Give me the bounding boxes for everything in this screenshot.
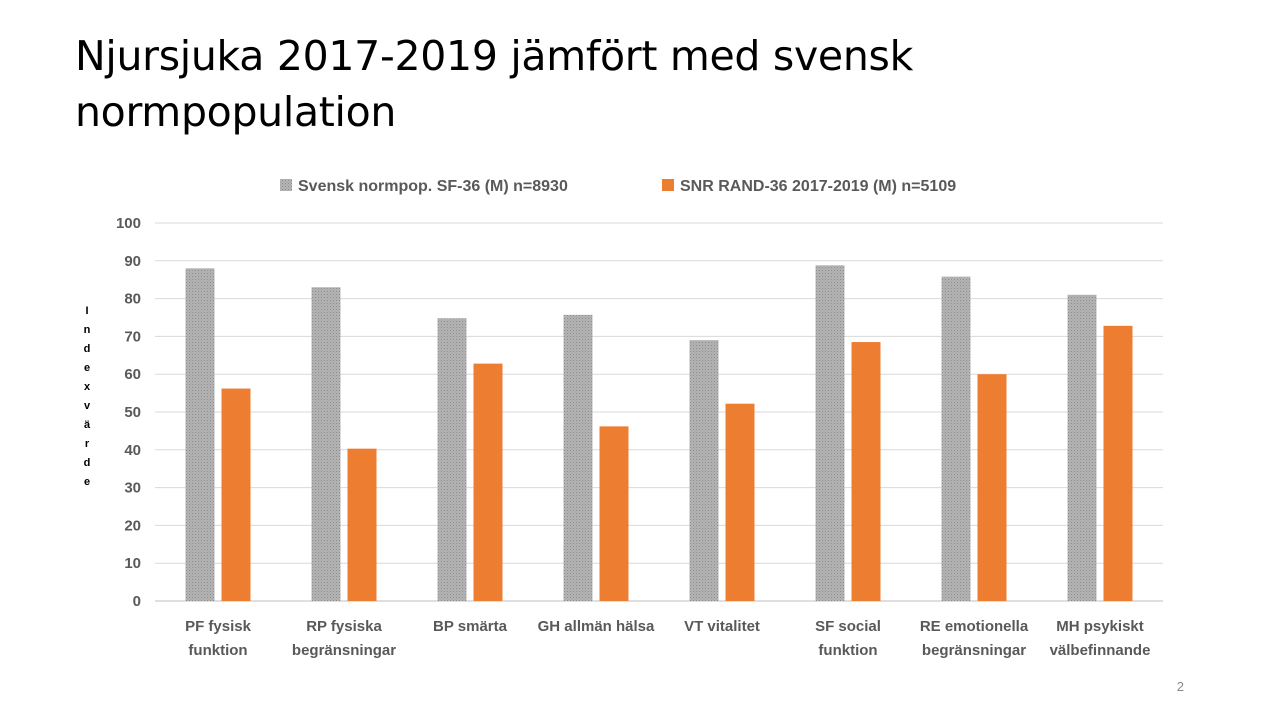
legend: Svensk normpop. SF-36 (M) n=8930 SNR RAND… — [280, 178, 956, 195]
y-tick-label: 20 — [124, 517, 141, 534]
bar-snr — [977, 374, 1007, 601]
y-axis-label-letter: e — [84, 362, 90, 374]
x-tick-label: MH psykiskt — [1056, 618, 1144, 635]
bar-snr — [347, 448, 377, 601]
bars — [185, 265, 1133, 601]
y-axis-label-letter: n — [84, 324, 91, 336]
bar-normpop — [689, 340, 719, 601]
y-tick-label: 50 — [124, 404, 141, 421]
x-tick-label: funktion — [188, 642, 247, 659]
legend-swatch — [280, 179, 292, 191]
y-tick-label: 40 — [124, 442, 141, 459]
y-axis-label-letter: d — [84, 343, 91, 355]
gridlines — [155, 222, 1163, 602]
y-tick-label: 90 — [124, 253, 141, 270]
y-tick-label: 0 — [133, 593, 141, 610]
x-tick-label: begränsningar — [292, 642, 396, 659]
y-axis-label-letter: x — [84, 381, 91, 393]
x-tick-label: PF fysisk — [185, 618, 252, 635]
y-axis-label-letter: I — [85, 305, 88, 317]
y-axis-label-letter: e — [84, 476, 90, 488]
x-tick-label: funktion — [818, 642, 877, 659]
bar-snr — [725, 403, 755, 601]
bar-normpop — [1067, 294, 1097, 601]
x-tick-label: välbefinnande — [1050, 642, 1151, 659]
y-axis-label-letter: r — [85, 438, 90, 450]
x-tick-label: begränsningar — [922, 642, 1026, 659]
bar-normpop — [941, 276, 971, 601]
y-tick-label: 60 — [124, 366, 141, 383]
bar-normpop — [437, 318, 467, 601]
bar-snr — [1103, 325, 1133, 601]
y-axis-label-letter: v — [84, 400, 91, 412]
x-tick-label: SF social — [815, 618, 881, 635]
slide-title: Njursjuka 2017-2019 jämfört med svensk n… — [75, 32, 914, 136]
x-tick-label: VT vitalitet — [684, 618, 760, 635]
bar-normpop — [563, 314, 593, 601]
x-tick-label: RP fysiska — [306, 618, 382, 635]
x-tick-label: RE emotionella — [920, 618, 1029, 635]
bar-snr — [599, 426, 629, 601]
bar-normpop — [185, 268, 215, 601]
bar-normpop — [815, 265, 845, 601]
legend-swatch — [662, 179, 674, 191]
legend-label: Svensk normpop. SF-36 (M) n=8930 — [298, 178, 568, 195]
legend-label: SNR RAND-36 2017-2019 (M) n=5109 — [680, 178, 956, 195]
bar-snr — [851, 342, 881, 601]
bar-snr — [221, 388, 251, 601]
bar-normpop — [311, 287, 341, 601]
y-axis-label-letter: d — [84, 457, 91, 469]
x-tick-label: BP smärta — [433, 618, 508, 635]
y-tick-label: 70 — [124, 328, 141, 345]
bar-snr — [473, 363, 503, 601]
y-tick-label: 10 — [124, 555, 141, 572]
page-number: 2 — [1176, 679, 1184, 694]
x-tick-label: GH allmän hälsa — [538, 618, 655, 635]
y-tick-label: 80 — [124, 291, 141, 308]
y-tick-label: 100 — [116, 215, 141, 232]
y-axis-label-letter: ä — [84, 419, 91, 431]
y-tick-label: 30 — [124, 480, 141, 497]
